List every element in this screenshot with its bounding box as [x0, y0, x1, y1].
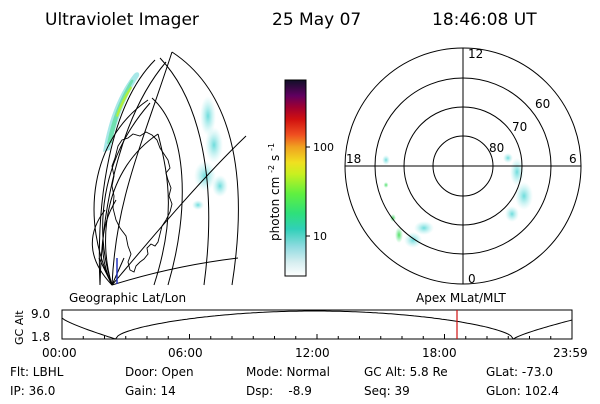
altitude-timeline: GC Alt 9.0 1.8 00:00 06:00 12:00 18:00 2…	[13, 307, 588, 360]
status-glat: GLat: -73.0	[486, 365, 553, 379]
timeline-y-label: GC Alt	[13, 310, 26, 345]
geographic-map	[91, 51, 247, 286]
polar-emission	[382, 153, 533, 248]
colorbar-tick-100: 100	[313, 141, 334, 154]
apex-label: Apex MLat/MLT	[416, 291, 506, 305]
unit-base: photon cm	[268, 177, 282, 241]
colorbar: 100 10 photon cm -2 s -1	[263, 79, 334, 277]
status-panel: Flt: LBHL IP: 36.0 Door: Open Gain: 14 M…	[10, 365, 559, 398]
status-gcalt: GC Alt: 5.8 Re	[364, 365, 448, 379]
status-dsp: Dsp: -8.9	[246, 384, 312, 398]
status-gain: Gain: 14	[125, 384, 176, 398]
colorbar-tick-10: 10	[313, 230, 327, 243]
instrument-title: Ultraviolet Imager	[45, 10, 199, 30]
status-ip: IP: 36.0	[10, 384, 55, 398]
mlat-70-label: 70	[512, 120, 527, 134]
timeline-tick-2359: 23:59	[553, 346, 588, 360]
timeline-tick-1800: 18:00	[422, 346, 457, 360]
colorbar-unit-label: photon cm -2 s -1	[263, 143, 282, 241]
unit-s: s	[268, 155, 282, 161]
status-door: Door: Open	[125, 365, 194, 379]
mlat-60-label: 60	[535, 97, 550, 111]
coastline	[111, 131, 173, 273]
lat-lon-grid	[91, 51, 247, 286]
status-seq: Seq: 39	[364, 384, 410, 398]
geographic-label: Geographic Lat/Lon	[69, 291, 186, 305]
timeline-ticks	[61, 334, 573, 339]
timeline-y-top: 9.0	[31, 307, 50, 321]
status-flt: Flt: LBHL	[10, 365, 64, 379]
mlt-0-label: 0	[468, 272, 476, 286]
polar-plot: 12 18 6 0 60 70 80	[344, 47, 582, 286]
date-label: 25 May 07	[272, 10, 361, 30]
colorbar-scale	[284, 79, 307, 277]
mlt-12-label: 12	[468, 47, 483, 61]
mlat-80-label: 80	[489, 141, 504, 155]
timeline-y-bottom: 1.8	[31, 330, 50, 344]
timeline-tick-1200: 12:00	[295, 346, 330, 360]
mlt-18-label: 18	[346, 152, 361, 166]
mlt-6-label: 6	[569, 152, 577, 166]
altitude-curve	[61, 310, 573, 340]
unit-sup-2: -1	[267, 143, 276, 151]
unit-sup-1: -2	[267, 165, 276, 173]
time-label: 18:46:08 UT	[432, 10, 537, 30]
timeline-tick-0000: 00:00	[42, 346, 77, 360]
status-glon: GLon: 102.4	[486, 384, 559, 398]
status-mode: Mode: Normal	[246, 365, 330, 379]
timeline-tick-0600: 06:00	[168, 346, 203, 360]
